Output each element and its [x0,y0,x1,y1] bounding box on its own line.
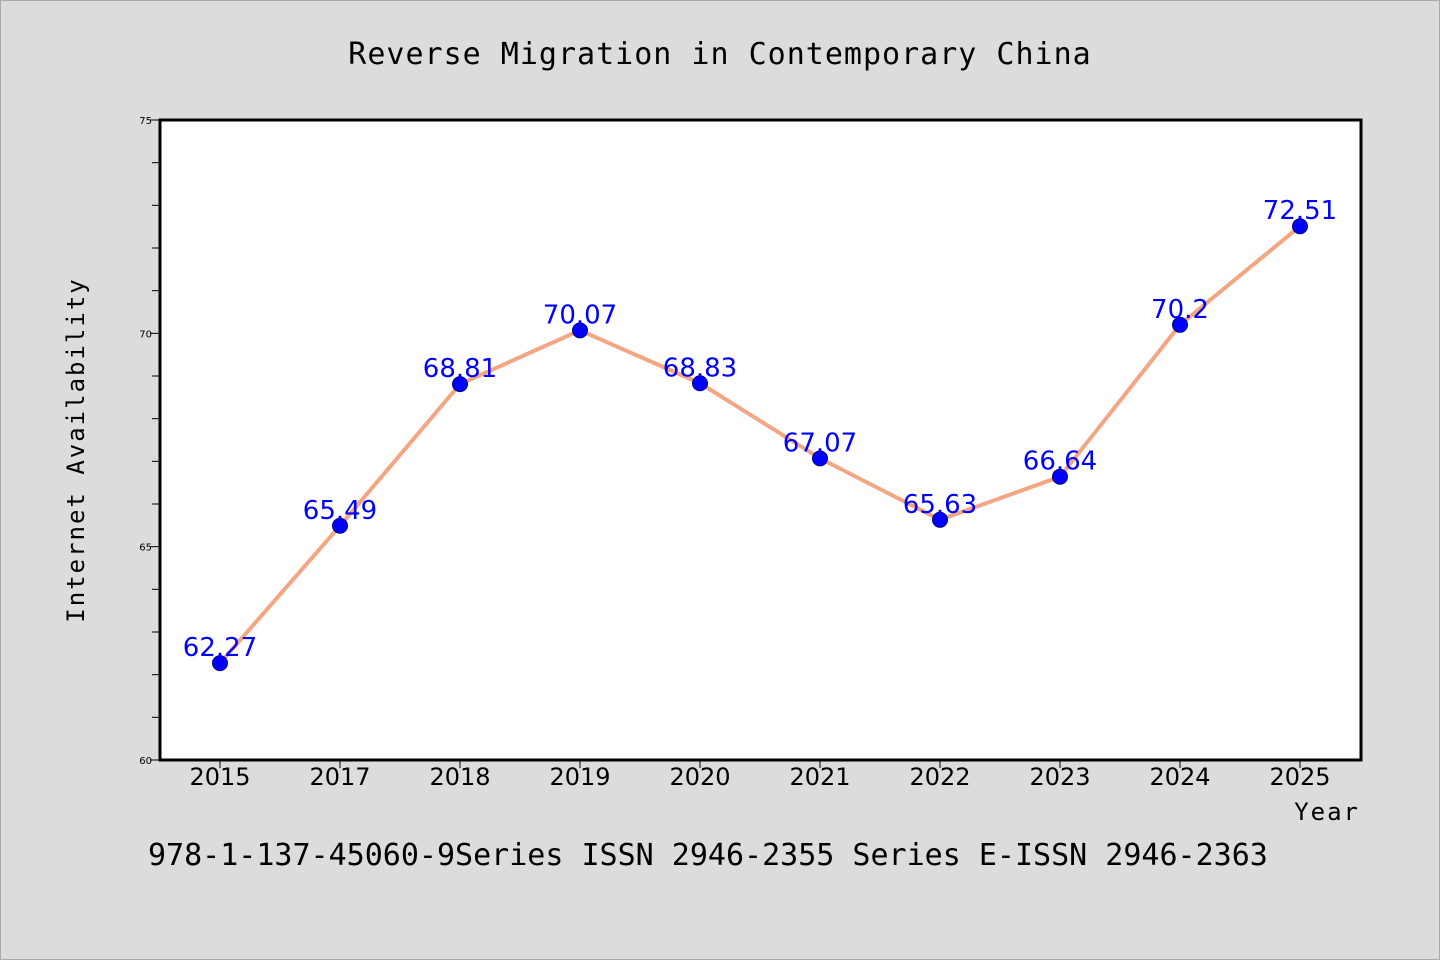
x-tick-label: 2018 [429,763,490,791]
data-label: 70.2 [1151,295,1209,325]
y-tick-label: 65 [139,543,152,554]
data-point-marker [1052,468,1068,485]
series-polyline [218,224,1302,666]
y-tick-label: 70 [139,329,152,340]
y-axis-label: Internet Availability [62,277,90,622]
data-label: 65.49 [303,496,377,526]
data-label: 70.07 [543,300,617,330]
data-label: 72.51 [1263,196,1337,226]
x-tick-label: 2023 [1029,763,1090,791]
x-axis-label: Year [1294,798,1360,826]
series-markers [212,218,1308,672]
y-tick-label: 60 [139,756,152,767]
data-point-marker [932,511,948,528]
x-axis: 2015 2017 2018 2019 2020 2021 2022 2023 2024 2025 [189,760,1331,791]
y-tick-label: 75 [139,116,152,127]
x-tick-label: 2017 [309,763,370,791]
data-label: 68.81 [423,354,497,384]
data-point-marker [452,376,468,393]
data-point-marker [572,322,588,339]
x-tick-label: 2025 [1269,763,1330,791]
chart-title: Reverse Migration in Contemporary China [348,37,1091,72]
data-labels: 62.27 65.49 68.81 70.07 68.83 67.07 65.63 66.64… [183,196,1337,663]
data-point-marker [1292,218,1308,235]
isbn-footer: 978-1-137-45060-9Series ISSN 2946-2355 S… [148,838,1268,873]
data-label: 62.27 [183,633,257,663]
data-label: 66.64 [1023,447,1097,477]
data-point-marker [692,375,708,392]
x-tick-label: 2022 [909,763,970,791]
data-point-marker [812,450,828,467]
plot-area [158,118,1363,762]
x-tick-label: 2021 [789,763,850,791]
data-label: 67.07 [783,428,857,458]
data-point-marker [1172,316,1188,333]
x-tick-label: 2024 [1149,763,1210,791]
data-label: 68.83 [663,353,737,383]
x-tick-label: 2019 [549,763,610,791]
data-label: 65.63 [903,490,977,520]
x-tick-label: 2015 [189,763,250,791]
data-point-marker [212,655,228,672]
data-point-marker [332,517,348,534]
x-tick-label: 2020 [669,763,730,791]
y-axis: 60 65 70 75 [139,116,160,767]
series-line [218,224,1302,666]
